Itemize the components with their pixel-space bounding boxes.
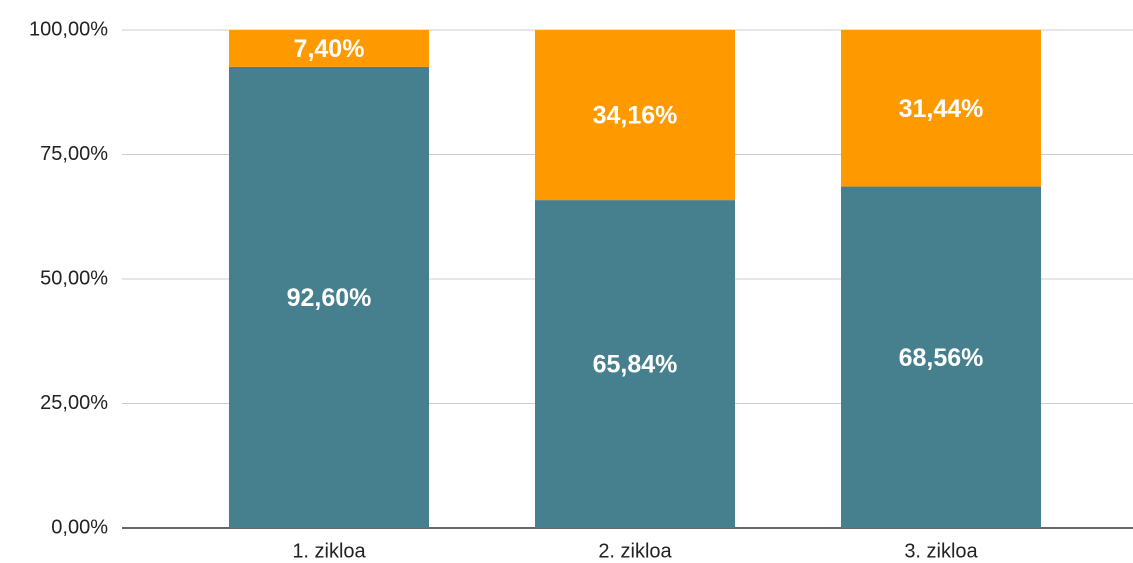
x-tick-label: 1. zikloa xyxy=(292,540,366,562)
bar-segment xyxy=(535,200,735,528)
data-label: 92,60% xyxy=(287,284,372,312)
y-tick-label: 100,00% xyxy=(29,18,108,40)
y-tick-label: 0,00% xyxy=(51,516,108,538)
data-label: 68,56% xyxy=(899,344,984,372)
data-label: 31,44% xyxy=(899,95,984,123)
data-label: 7,40% xyxy=(294,35,365,63)
x-tick-label: 3. zikloa xyxy=(904,540,978,562)
data-label: 65,84% xyxy=(593,351,678,379)
bar-segment xyxy=(229,30,429,67)
x-tick-label: 2. zikloa xyxy=(598,540,672,562)
data-label: 34,16% xyxy=(593,102,678,130)
bar-segment xyxy=(535,30,735,201)
y-tick-label: 75,00% xyxy=(40,143,108,165)
bar-segment xyxy=(229,66,429,529)
y-tick-label: 25,00% xyxy=(40,392,108,414)
y-tick-label: 50,00% xyxy=(40,267,108,289)
bar-segment xyxy=(841,30,1041,187)
bar-segment xyxy=(841,186,1041,528)
